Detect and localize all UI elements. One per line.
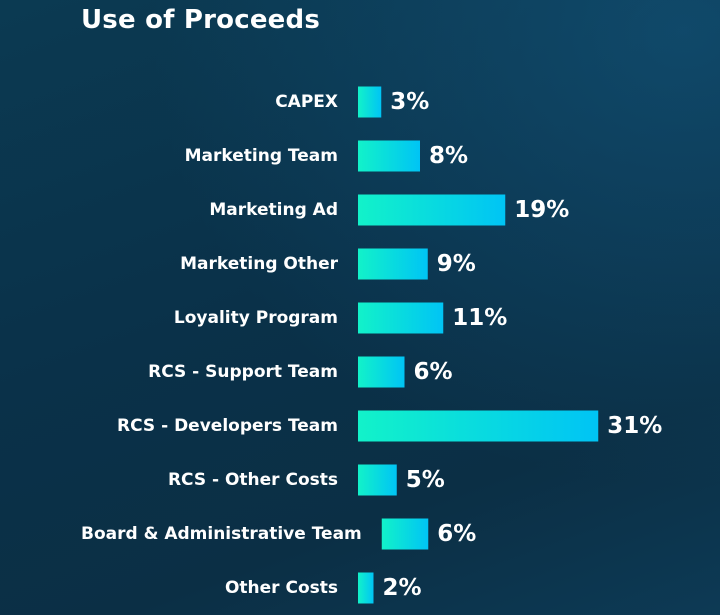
bar-other-costs — [358, 572, 374, 604]
category-label-rcs-other-costs: RCS - Other Costs — [168, 470, 338, 490]
value-label-rcs-other-costs: 5% — [406, 467, 445, 493]
bar-marketing-ad — [358, 194, 506, 226]
bar-rcs-support-team — [358, 356, 405, 388]
bar-marketing-other — [358, 248, 428, 280]
chart-title: Use of Proceeds — [81, 5, 321, 35]
bars-layer: CAPEX 3% Marketing Team 8% Marketing Ad 19% Ma… — [81, 86, 662, 604]
category-label-board-and-administrative-team: Board & Administrative Team — [81, 524, 362, 544]
value-label-marketing-other: 9% — [437, 251, 476, 277]
value-label-marketing-team: 8% — [429, 143, 468, 169]
category-label-marketing-ad: Marketing Ad — [209, 200, 338, 220]
category-label-loyality-program: Loyality Program — [174, 308, 338, 328]
category-label-rcs-developers-team: RCS - Developers Team — [117, 416, 338, 436]
category-label-capex: CAPEX — [275, 92, 338, 112]
bar-capex — [358, 86, 382, 118]
value-label-loyality-program: 11% — [452, 305, 507, 331]
value-label-capex: 3% — [390, 89, 429, 115]
value-label-other-costs: 2% — [383, 575, 422, 601]
category-label-rcs-support-team: RCS - Support Team — [148, 362, 338, 382]
value-label-rcs-developers-team: 31% — [607, 413, 662, 439]
value-label-rcs-support-team: 6% — [414, 359, 453, 385]
bar-rcs-developers-team — [358, 410, 599, 442]
bar-rcs-other-costs — [358, 464, 397, 496]
category-label-marketing-other: Marketing Other — [180, 254, 339, 274]
value-label-board-and-administrative-team: 6% — [437, 521, 476, 547]
category-label-other-costs: Other Costs — [225, 578, 338, 598]
category-label-marketing-team: Marketing Team — [185, 146, 338, 166]
bar-marketing-team — [358, 140, 420, 172]
bar-board-and-administrative-team — [381, 518, 429, 550]
value-label-marketing-ad: 19% — [514, 197, 569, 223]
bar-loyality-program — [358, 302, 444, 334]
